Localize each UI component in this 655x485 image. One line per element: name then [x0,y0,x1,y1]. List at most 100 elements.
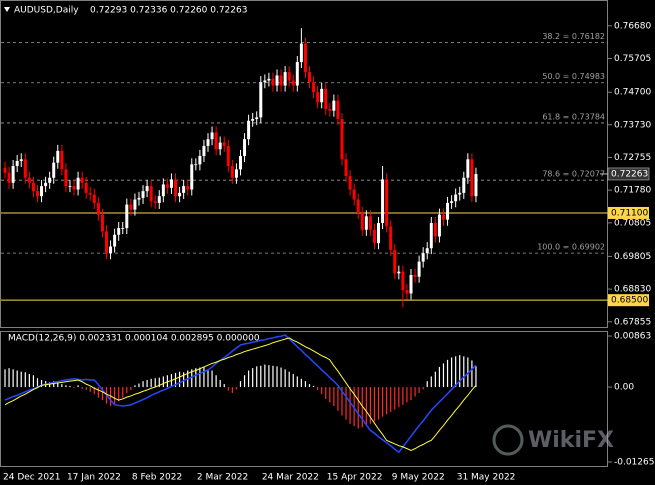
macd-bar [134,385,136,388]
macd-bar [256,366,258,388]
candle-body [279,75,283,86]
ohlc-label: 0.72293 0.72336 0.72260 0.72263 [90,6,247,16]
macd-bar [142,381,144,388]
macd-bar [451,357,453,388]
macd-bar [77,385,79,388]
x-tick-label: 9 May 2022 [392,473,445,483]
macd-bar [386,387,388,415]
candle-body [466,159,470,178]
macd-bar [300,378,302,388]
candle-body [222,142,226,146]
level-box [608,294,649,307]
fib-label: 38.2 = 0.76182 [542,32,605,41]
macd-bar [178,371,181,388]
watermark-logo [492,424,524,456]
candle-body [117,228,121,235]
macd-bar [36,378,39,388]
candle-body [263,80,267,83]
macd-bar [211,370,213,388]
candle-body [360,212,364,230]
candle-body [275,75,279,86]
macd-bar [463,356,465,388]
macd-bar [292,374,294,388]
macd-bar [69,385,71,388]
candle-body [11,166,15,183]
macd-bar [243,375,246,388]
macd-bar [467,357,469,388]
macd-bar [357,387,359,429]
candle-body [243,139,247,156]
macd-bar [49,382,51,388]
macd-bar [252,368,254,388]
candle-body [405,290,409,294]
macd-bar [422,387,424,390]
candle-body [44,182,48,187]
candle-body [328,109,332,111]
x-tick-label: 2 Mar 2022 [197,473,248,483]
macd-bar [239,381,242,388]
y-tick-label: 0.71780 [614,186,651,196]
x-tick-label: 15 Apr 2022 [327,473,383,483]
candle-body [121,228,125,229]
macd-bar [288,371,290,388]
candle-body [190,164,194,190]
candle-body [316,92,320,103]
candle-body [271,78,275,86]
candle-body [92,194,96,203]
candle-body [23,159,27,178]
candle-body [324,88,328,109]
macd-bar [215,375,217,388]
candle-body [238,155,242,170]
candle-body [437,214,441,237]
macd-bar [430,376,432,388]
y-tick-label: 0.70805 [614,218,651,228]
macd-bar [109,387,112,407]
macd-bar [57,382,59,388]
macd-bar [272,365,274,388]
candle-body [15,160,19,167]
fib-label: 100.0 = 0.69902 [537,243,605,252]
candle-body [153,201,157,203]
macd-bar [264,364,266,388]
candle-body [308,72,311,83]
macd-line [4,337,477,451]
macd-bar [89,387,91,392]
candle-body [76,177,80,190]
candle-body [291,80,295,86]
macd-bar [191,369,193,388]
y-tick-label: 0.00 [614,383,634,393]
candle-body [56,150,60,163]
candle-body [462,177,466,193]
macd-bar [337,387,339,411]
macd-bar [81,387,83,389]
candle-body [129,204,133,210]
candle-body [149,186,153,202]
watermark-text: WikiFX [528,428,614,453]
candle-body [470,159,474,197]
candle-body [303,43,307,73]
macd-bar [73,387,75,389]
macd-bar [8,368,10,388]
macd-bar [373,387,376,422]
candle-body [446,202,450,220]
candle-body [198,155,202,165]
x-tick-label: 24 Mar 2022 [262,473,319,483]
candle-body [458,192,462,195]
candle-body [251,119,255,121]
macd-bar [154,378,156,388]
macd-bar [365,387,367,426]
macd-bar [118,387,120,402]
candle-body [295,62,299,86]
macd-bar [329,387,331,403]
candle-body [141,191,145,198]
macd-bar [341,387,343,416]
fib-label: 50.0 = 0.74983 [542,72,605,81]
macd-bar [207,369,209,388]
macd-bar [414,387,416,397]
macd-bar [459,355,461,388]
candle-body [417,261,421,277]
macd-bar [280,367,282,388]
macd-bar [276,366,278,388]
candle-body [312,82,316,93]
level-label: 0.68500 [611,296,648,306]
